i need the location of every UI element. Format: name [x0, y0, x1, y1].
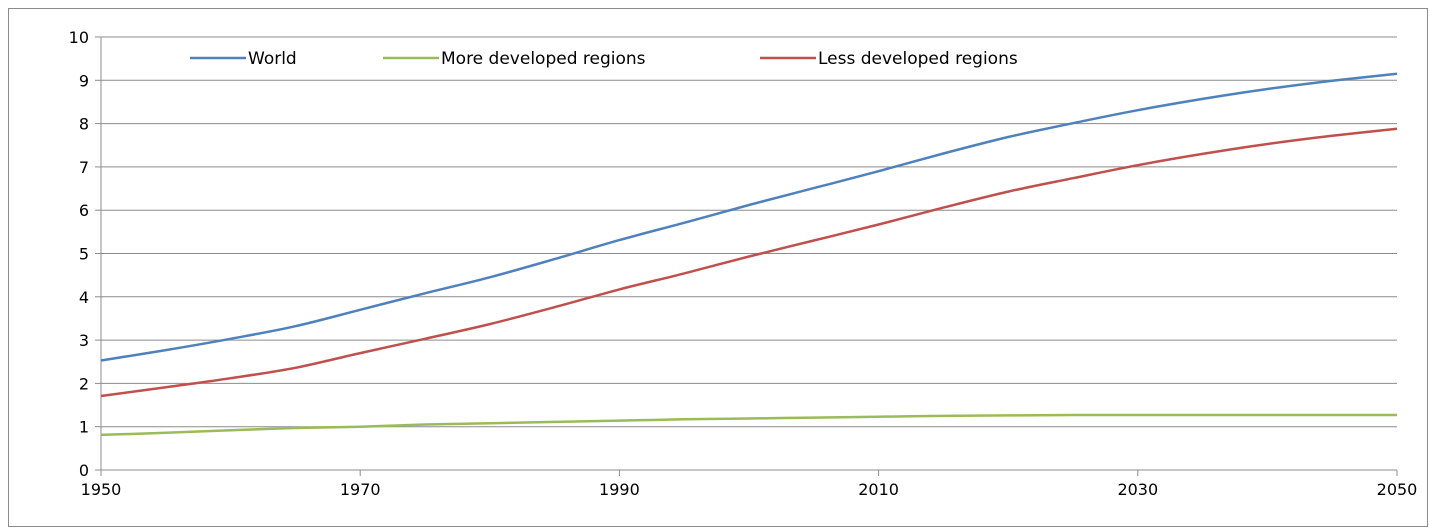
x-tick-label: 2030	[1117, 480, 1158, 499]
series-line-more-developed-regions	[100, 413, 1397, 437]
x-tick-label: 2010	[858, 480, 899, 499]
legend-label: More developed regions	[441, 49, 646, 69]
x-axis-ticks: 1950 1970 1990 2010 2030 2050	[81, 470, 1418, 499]
series-lines	[100, 72, 1398, 437]
chart-frame	[8, 8, 1428, 527]
y-tick-label: 2	[79, 374, 89, 393]
y-tick-label: 7	[79, 158, 89, 177]
x-tick-label: 1950	[81, 480, 122, 499]
legend-item-more-developed-regions: More developed regions	[383, 49, 646, 69]
y-tick-label: 6	[79, 201, 89, 220]
y-tick-label: 9	[79, 71, 89, 90]
legend-label: Less developed regions	[818, 49, 1018, 69]
y-tick-label: 4	[79, 288, 89, 307]
y-tick-label: 10	[69, 28, 89, 47]
y-tick-label: 0	[79, 461, 89, 480]
y-tick-label: 8	[79, 115, 89, 134]
legend: World More developed regions Less develope…	[190, 49, 1018, 69]
legend-item-world: World	[190, 49, 297, 69]
legend-label: World	[248, 49, 297, 69]
series-line-world	[100, 72, 1398, 362]
legend-item-less-developed-regions: Less developed regions	[760, 49, 1018, 69]
x-tick-label: 2050	[1377, 480, 1418, 499]
x-tick-label: 1990	[599, 480, 640, 499]
x-tick-label: 1970	[340, 480, 381, 499]
y-tick-label: 5	[79, 245, 89, 264]
y-axis-ticks: 0 1 2 3 4 5 6 7 8 9 10	[69, 28, 101, 480]
y-tick-label: 1	[79, 418, 89, 437]
series-line-less-developed-regions	[100, 127, 1398, 398]
y-tick-label: 3	[79, 331, 89, 350]
